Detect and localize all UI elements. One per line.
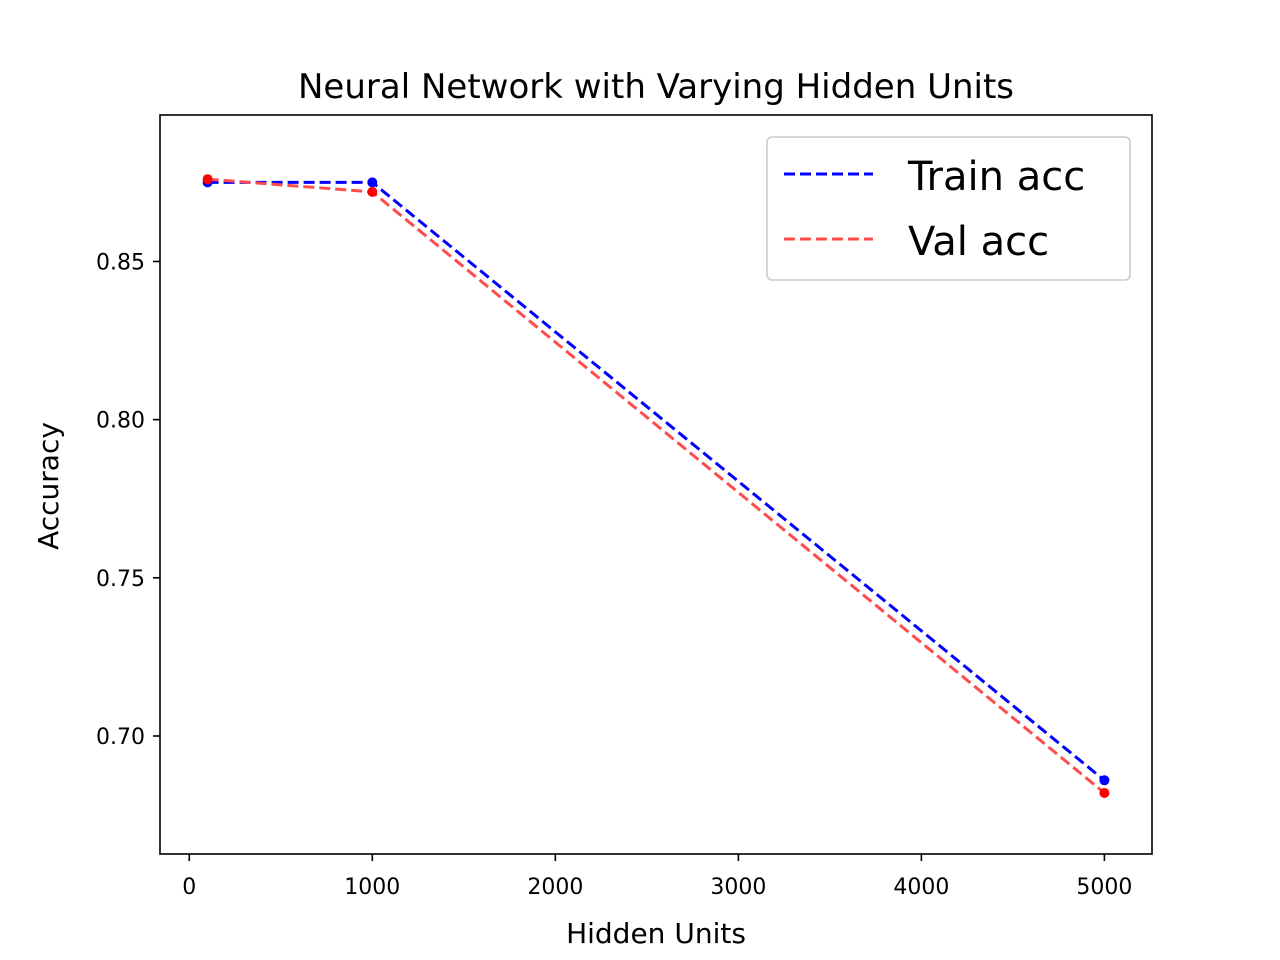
x-tick-label: 1000 (344, 875, 400, 900)
data-point (367, 186, 378, 197)
plot-area (202, 174, 1110, 798)
y-tick-label: 0.70 (96, 725, 145, 750)
chart-title: Neural Network with Varying Hidden Units (298, 67, 1014, 107)
data-point (202, 174, 213, 185)
y-axis-label: Accuracy (32, 422, 65, 550)
data-point (1099, 787, 1110, 798)
x-tick-label: 4000 (893, 875, 949, 900)
legend: Train acc Val acc (766, 136, 1131, 281)
x-axis-label: Hidden Units (566, 917, 746, 950)
axes-frame (159, 114, 1153, 855)
x-tick-label: 5000 (1076, 875, 1132, 900)
x-tick-label: 3000 (710, 875, 766, 900)
y-tick-label: 0.85 (96, 250, 145, 275)
x-tick-label: 0 (182, 875, 196, 900)
data-point (367, 177, 378, 188)
legend-label-train: Train acc (907, 154, 1085, 200)
y-tick-label: 0.80 (96, 409, 145, 434)
legend-label-val: Val acc (908, 219, 1049, 265)
data-point (1099, 775, 1110, 786)
y-tick-label: 0.75 (96, 567, 145, 592)
x-axis: 0 1000 2000 3000 4000 5000 (182, 854, 1132, 900)
y-axis: 0.70 0.75 0.80 0.85 (96, 250, 160, 750)
x-tick-label: 2000 (527, 875, 583, 900)
